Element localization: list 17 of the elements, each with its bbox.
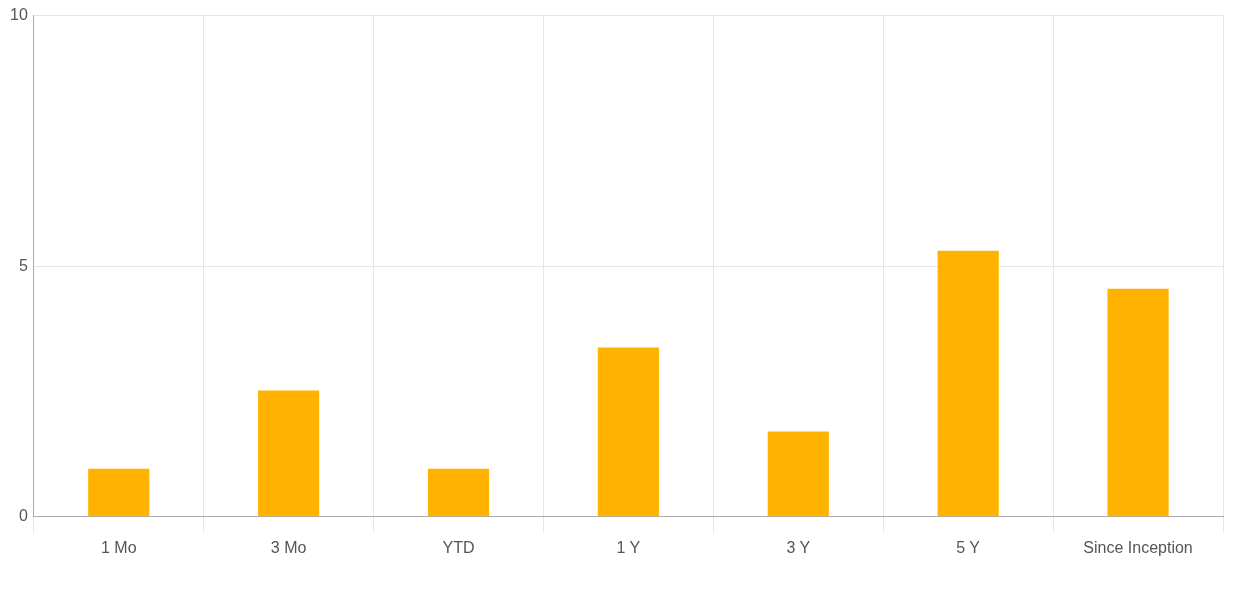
bar: [767, 431, 829, 517]
x-tick-label: YTD: [442, 538, 475, 556]
x-tick-label: 1 Y: [616, 538, 641, 556]
bar: [258, 390, 320, 517]
bar: [597, 347, 659, 517]
x-tick-label: Since Inception: [1083, 538, 1193, 556]
y-tick-label: 10: [10, 6, 28, 24]
x-tick-label: 5 Y: [956, 538, 981, 556]
bar: [1107, 288, 1169, 517]
bar: [427, 468, 490, 517]
bar: [88, 468, 150, 517]
y-tick-label: 5: [18, 256, 28, 274]
bar: [937, 250, 999, 517]
x-tick-label: 3 Mo: [270, 538, 307, 556]
x-tick-label: 1 Mo: [100, 538, 137, 556]
x-tick-label: 3 Y: [786, 538, 811, 556]
y-tick-label: 0: [18, 507, 28, 525]
